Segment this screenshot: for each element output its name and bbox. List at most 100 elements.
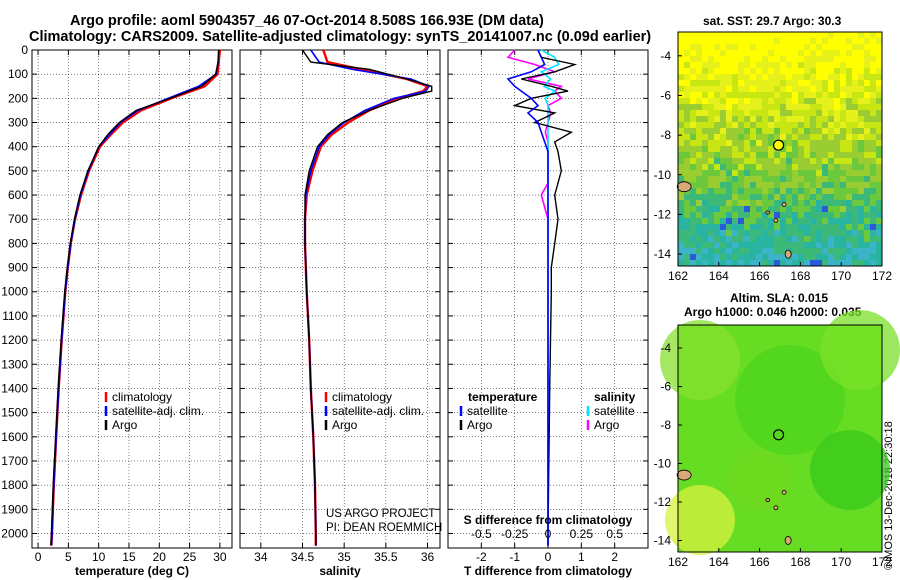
sst-cell xyxy=(780,62,786,68)
x-tick-label-diff: 2 xyxy=(611,550,618,564)
sst-cell xyxy=(756,104,762,110)
sst-cell xyxy=(816,164,822,170)
legend-label-t-diff: satellite xyxy=(467,404,508,418)
sst-cell xyxy=(858,86,864,92)
sst-cell xyxy=(750,98,756,104)
sst-cell xyxy=(786,62,792,68)
sst-cell xyxy=(708,176,714,182)
sst-cell xyxy=(690,236,696,242)
sst-cell xyxy=(804,56,810,62)
sst-cell xyxy=(864,122,870,128)
sst-cell xyxy=(678,224,684,230)
sst-cell xyxy=(864,56,870,62)
sst-cell xyxy=(786,200,792,206)
sst-cell xyxy=(690,92,696,98)
sst-cell xyxy=(684,254,690,260)
sst-cell xyxy=(852,200,858,206)
sst-cell xyxy=(714,104,720,110)
sst-cell xyxy=(792,176,798,182)
sst-cell xyxy=(750,152,756,158)
sst-cell xyxy=(756,146,762,152)
sst-cell xyxy=(702,116,708,122)
sst-cell xyxy=(822,32,828,38)
sst-cell xyxy=(846,152,852,158)
sst-cell xyxy=(726,170,732,176)
sst-cell xyxy=(774,206,780,212)
sst-cell xyxy=(870,86,876,92)
sst-cell xyxy=(720,170,726,176)
sst-cell xyxy=(792,122,798,128)
sst-cell xyxy=(858,254,864,260)
sst-cell xyxy=(768,104,774,110)
sst-cell xyxy=(750,236,756,242)
sst-cell xyxy=(768,242,774,248)
sst-cell xyxy=(720,128,726,134)
sst-cell xyxy=(726,176,732,182)
sst-cell xyxy=(756,242,762,248)
sst-cell xyxy=(840,188,846,194)
sst-cell xyxy=(870,38,876,44)
sst-cell xyxy=(822,236,828,242)
sst-cell xyxy=(852,86,858,92)
sst-cell xyxy=(864,248,870,254)
sst-cell xyxy=(780,110,786,116)
sst-cell xyxy=(762,50,768,56)
sst-cell xyxy=(876,146,882,152)
sst-cell xyxy=(756,38,762,44)
sst-cell xyxy=(684,230,690,236)
sst-cell xyxy=(876,104,882,110)
sst-cell xyxy=(696,128,702,134)
sst-cell xyxy=(684,158,690,164)
sst-cell xyxy=(804,242,810,248)
sst-cell xyxy=(714,242,720,248)
sst-cell xyxy=(780,242,786,248)
sst-cell xyxy=(678,68,684,74)
sst-cell xyxy=(744,182,750,188)
sst-cell xyxy=(726,194,732,200)
sst-cell xyxy=(774,98,780,104)
sst-cell xyxy=(720,182,726,188)
sst-cell xyxy=(684,146,690,152)
x-tick-label-diff: 0 xyxy=(545,550,552,564)
sst-cell xyxy=(852,236,858,242)
sst-cell xyxy=(858,104,864,110)
map-x-tick-label-sst: 170 xyxy=(831,269,851,283)
sst-cell xyxy=(726,140,732,146)
sst-cell xyxy=(804,164,810,170)
sst-cell xyxy=(810,182,816,188)
sst-cell xyxy=(798,98,804,104)
island-shape-sla xyxy=(773,505,779,511)
sst-cell xyxy=(780,98,786,104)
sst-cell xyxy=(786,110,792,116)
sst-cell xyxy=(876,188,882,194)
sst-cell xyxy=(738,74,744,80)
sst-cell xyxy=(870,176,876,182)
legend-label-s-diff: satellite xyxy=(594,404,635,418)
sst-cell xyxy=(690,86,696,92)
sst-cell xyxy=(876,140,882,146)
sst-cell xyxy=(690,212,696,218)
sst-cell xyxy=(720,176,726,182)
sst-cell xyxy=(762,254,768,260)
sst-cell xyxy=(720,230,726,236)
sst-cell xyxy=(774,56,780,62)
sst-cell xyxy=(762,152,768,158)
sst-cell xyxy=(756,74,762,80)
sst-cell xyxy=(768,200,774,206)
sst-cell xyxy=(798,254,804,260)
sst-cell xyxy=(840,32,846,38)
sst-cell xyxy=(708,200,714,206)
sst-cell xyxy=(696,140,702,146)
sst-cell xyxy=(732,104,738,110)
sst-cell xyxy=(678,158,684,164)
sst-cell xyxy=(798,62,804,68)
sst-cell xyxy=(870,170,876,176)
sst-cell xyxy=(750,182,756,188)
sst-cell xyxy=(810,32,816,38)
sst-cell xyxy=(786,152,792,158)
sst-cell xyxy=(828,86,834,92)
sst-cell xyxy=(714,200,720,206)
sst-cell xyxy=(804,128,810,134)
sst-cell xyxy=(810,218,816,224)
sst-cell xyxy=(738,32,744,38)
